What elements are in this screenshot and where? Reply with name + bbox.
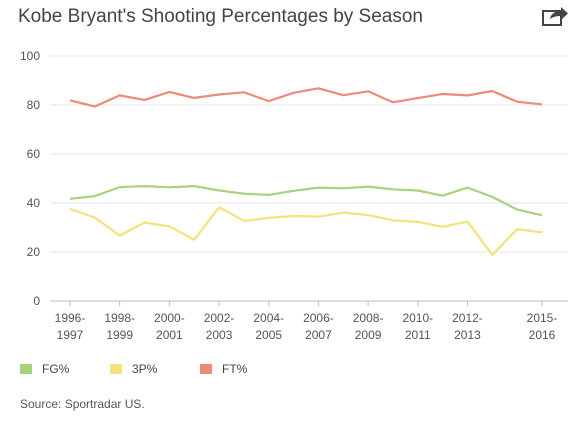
legend-label-3p: 3P%: [132, 362, 158, 376]
legend-item-ft: FT%: [200, 362, 290, 376]
legend-item-fg: FG%: [20, 362, 110, 376]
legend-label-fg: FG%: [42, 362, 70, 376]
series-line-fg: [69, 185, 543, 217]
legend: FG% 3P% FT%: [20, 362, 290, 376]
y-tick-label: 40: [27, 196, 41, 210]
series-lines: [69, 87, 543, 256]
x-tick-label: 1999: [106, 328, 133, 342]
y-axis-ticks: 0 20 40 60 80 100: [20, 49, 40, 308]
x-axis-ticks: 1996- 1997 1998- 1999 2000- 2001 2002- 2003 2004…: [55, 301, 558, 342]
series-line-ft: [69, 87, 543, 108]
x-tick-label: 2000-: [154, 311, 185, 325]
legend-swatch-3p: [110, 364, 122, 374]
y-tick-label: 100: [20, 49, 40, 63]
chart-title: Kobe Bryant's Shooting Percentages by Se…: [18, 6, 424, 27]
x-tick-label: 2015-: [527, 311, 558, 325]
x-tick-label: 2001: [156, 328, 183, 342]
y-tick-label: 0: [33, 294, 40, 308]
legend-swatch-ft: [200, 364, 212, 374]
source-note: Source: Sportradar US.: [20, 397, 145, 411]
x-tick-label: 2006-: [303, 311, 334, 325]
legend-swatch-fg: [20, 364, 32, 374]
x-tick-label: 2010-: [402, 311, 433, 325]
x-tick-label: 2007: [305, 328, 332, 342]
y-tick-label: 80: [27, 98, 41, 112]
share-icon[interactable]: [541, 4, 569, 28]
x-tick-label: 1998-: [104, 311, 135, 325]
x-tick-label: 2013: [454, 328, 481, 342]
x-tick-label: 1997: [57, 328, 84, 342]
x-tick-label: 2011: [405, 328, 431, 342]
x-tick-label: 2003: [206, 328, 233, 342]
x-tick-label: 2002-: [204, 311, 235, 325]
grid-lines: [50, 55, 568, 302]
line-chart: 0 20 40 60 80 100 1996- 1997 1998- 1999 2000- 2001…: [20, 49, 568, 342]
y-tick-label: 60: [27, 147, 41, 161]
x-tick-label: 2016: [529, 328, 556, 342]
legend-item-3p: 3P%: [110, 362, 200, 376]
y-tick-label: 20: [27, 245, 41, 259]
x-tick-label: 2008-: [353, 311, 384, 325]
x-tick-label: 2009: [355, 328, 382, 342]
series-line-3p: [69, 206, 543, 256]
legend-label-ft: FT%: [222, 362, 248, 376]
x-tick-label: 1996-: [55, 311, 86, 325]
x-tick-label: 2004-: [253, 311, 284, 325]
x-tick-label: 2012-: [452, 311, 483, 325]
x-tick-label: 2005: [255, 328, 282, 342]
